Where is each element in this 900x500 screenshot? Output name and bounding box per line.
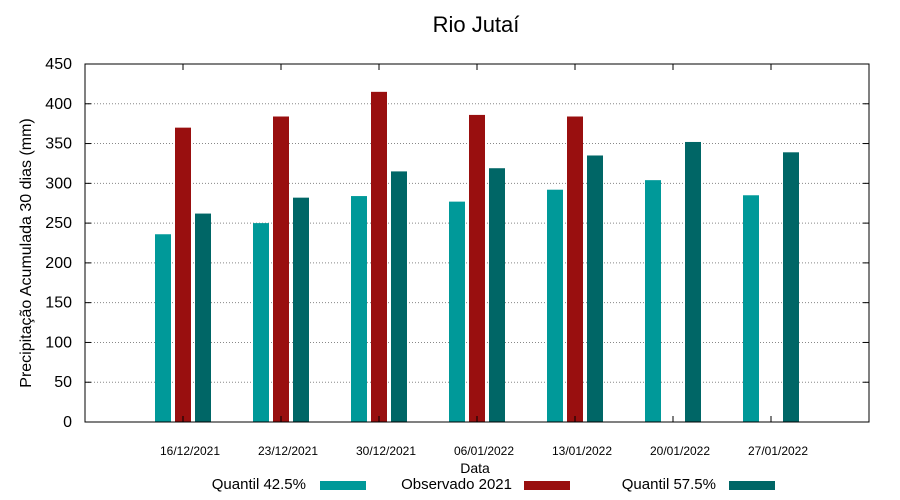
legend-swatch: [320, 481, 366, 490]
x-tick-label: 30/12/2021: [356, 444, 416, 458]
bar: [195, 213, 211, 422]
bar: [449, 201, 465, 422]
x-tick-label: 16/12/2021: [160, 444, 220, 458]
bar: [155, 234, 171, 422]
bar: [489, 168, 505, 422]
y-tick-label: 250: [45, 215, 72, 232]
bar: [293, 197, 309, 422]
x-tick-label: 27/01/2022: [748, 444, 808, 458]
y-axis-label: Precipitação Acumulada 30 dias (mm): [18, 118, 35, 387]
y-axis: 0 50 100 150 200 250 300 350 400 450: [45, 56, 869, 431]
x-tick-label: 13/01/2022: [552, 444, 612, 458]
y-tick-label: 350: [45, 136, 72, 153]
y-tick-label: 0: [63, 414, 72, 431]
x-axis-label: Data: [460, 460, 490, 476]
bar: [783, 152, 799, 422]
y-tick-label: 50: [54, 374, 72, 391]
y-tick-label: 300: [45, 175, 72, 192]
bar: [743, 195, 759, 422]
y-tick-label: 200: [45, 255, 72, 272]
legend-label: Quantil 42.5%: [212, 476, 306, 493]
y-tick-label: 400: [45, 96, 72, 113]
bars: [155, 91, 799, 423]
bar: [253, 223, 269, 422]
legend-swatch: [524, 481, 570, 490]
chart-title: Rio Jutaí: [433, 12, 520, 37]
y-tick-label: 100: [45, 334, 72, 351]
bar: [567, 116, 583, 423]
bar: [645, 180, 661, 422]
y-tick-label: 150: [45, 295, 72, 312]
bar: [587, 155, 603, 422]
bar: [371, 91, 387, 422]
bar: [351, 196, 367, 422]
bar: [175, 127, 191, 423]
legend-label: Quantil 57.5%: [622, 476, 716, 493]
y-tick-label: 450: [45, 56, 72, 73]
x-tick-label: 20/01/2022: [650, 444, 710, 458]
x-axis: 16/12/2021 23/12/2021 30/12/2021 06/01/2022…: [160, 64, 808, 458]
legend: Quantil 42.5% Observado 2021 Quantil 57.5%: [212, 476, 775, 493]
bar: [547, 189, 563, 422]
bar: [685, 141, 701, 422]
x-tick-label: 23/12/2021: [258, 444, 318, 458]
bar: [391, 171, 407, 422]
bar: [273, 116, 289, 423]
legend-label: Observado 2021: [401, 476, 512, 493]
legend-swatch: [729, 481, 775, 490]
bar: [469, 114, 485, 422]
x-tick-label: 06/01/2022: [454, 444, 514, 458]
